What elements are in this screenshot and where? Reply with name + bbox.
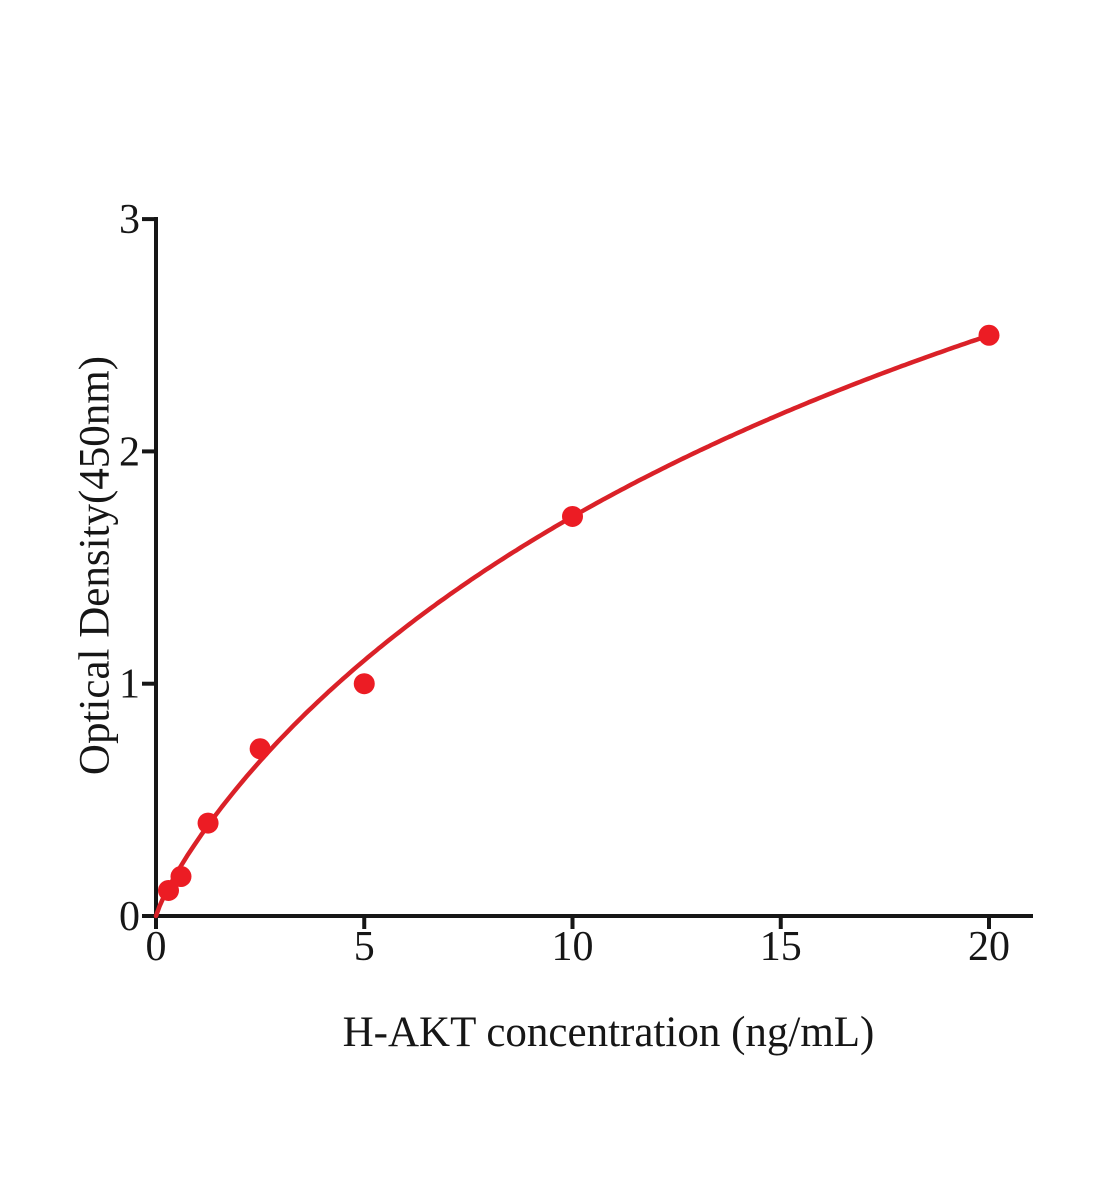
x-axis-tick-label: 10 (552, 924, 594, 970)
data-point (249, 738, 271, 760)
data-point (978, 324, 1000, 346)
data-point (157, 879, 179, 901)
y-axis-tick-label: 1 (119, 662, 140, 708)
y-axis-title: Optical Density(450nm) (71, 355, 119, 776)
x-axis-tick-label: 0 (146, 924, 167, 970)
y-axis-tick-label: 0 (119, 894, 140, 940)
x-axis-tick-label: 20 (968, 924, 1010, 970)
x-axis-title: H-AKT concentration (ng/mL) (342, 1009, 875, 1056)
x-axis-tick-label: 15 (760, 924, 802, 970)
y-axis-tick-label: 2 (119, 429, 140, 475)
x-axis-tick-label: 5 (354, 924, 375, 970)
data-point (170, 866, 192, 888)
data-point (562, 505, 583, 527)
y-axis-tick-label: 3 (119, 197, 140, 243)
data-point (197, 812, 219, 834)
data-point (353, 673, 375, 695)
fit-curve (153, 333, 992, 919)
